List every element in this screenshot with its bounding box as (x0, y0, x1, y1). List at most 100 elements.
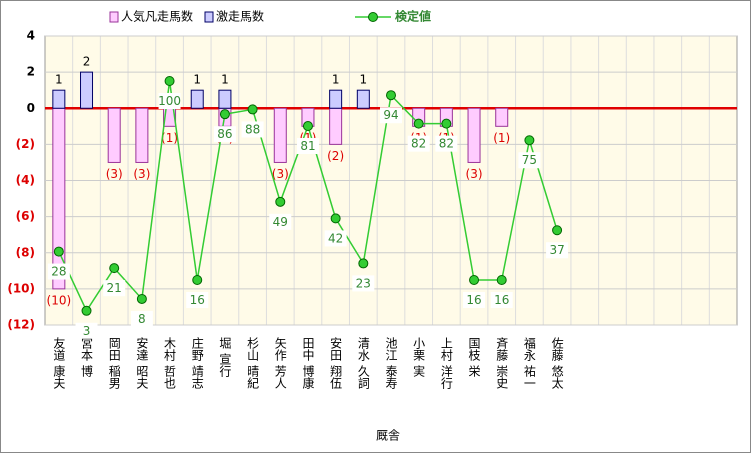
point-label: 94 (383, 108, 398, 122)
bar (467, 107, 481, 163)
line-point (247, 104, 258, 115)
bar-label: (3) (272, 167, 289, 181)
line-point (413, 118, 424, 129)
bar-label: 2 (83, 55, 91, 69)
point-label: 75 (522, 153, 537, 167)
point-label: 42 (328, 231, 343, 245)
line-point (552, 225, 563, 236)
point-label: 49 (273, 215, 288, 229)
bar (329, 89, 343, 109)
point-label: 37 (549, 243, 564, 257)
label-box (518, 152, 541, 169)
line-point (192, 274, 203, 285)
label-box (324, 230, 347, 247)
point-label: 16 (494, 293, 509, 307)
point-label: 3 (83, 324, 91, 338)
point-label: 86 (217, 127, 232, 141)
y-tick-label: (2) (16, 137, 35, 151)
x-tick-label: 上村 洋行 (439, 337, 453, 389)
line-point (330, 213, 341, 224)
bar-label: 1 (55, 73, 63, 87)
label-box (490, 291, 513, 308)
label-box (158, 93, 181, 110)
label-box (407, 135, 430, 152)
x-axis-title: 厩舎 (376, 429, 400, 443)
bar-label: (1) (493, 131, 510, 145)
point-label: 21 (107, 281, 122, 295)
point-label: 100 (158, 94, 181, 108)
label-box (296, 138, 319, 155)
label-box (463, 291, 486, 308)
bar (218, 89, 232, 109)
x-tick-label: 安達 昭夫 (135, 336, 149, 390)
label-box (435, 135, 458, 152)
bar (52, 89, 66, 109)
line-point (136, 293, 147, 304)
bar-label: 1 (193, 73, 201, 87)
x-tick-label: 小栗 実 (412, 337, 426, 378)
line-point (441, 118, 452, 129)
bar (80, 71, 94, 109)
bar-label: (10) (47, 293, 72, 307)
label-box (269, 213, 292, 230)
y-tick-label: (10) (7, 281, 35, 295)
line-point (386, 90, 396, 101)
x-tick-label: 矢作 芳人 (273, 337, 287, 389)
point-label: 28 (51, 265, 66, 279)
label-box (47, 263, 70, 280)
label-box (130, 310, 153, 327)
line-point (53, 246, 64, 257)
bar-label: (3) (133, 167, 150, 181)
line-point (358, 258, 369, 269)
line-point (496, 274, 507, 285)
bar-label: 1 (359, 73, 367, 87)
x-tick-label: 池江 泰寿 (384, 337, 398, 389)
line-point (302, 121, 313, 132)
line-point (81, 305, 92, 316)
bar (190, 89, 204, 109)
label-box (186, 291, 209, 308)
bar-label: (3) (466, 167, 483, 181)
point-label: 23 (356, 276, 371, 290)
point-label: 16 (190, 293, 205, 307)
x-tick-label: 安田 翔伍 (329, 336, 343, 389)
line-point (524, 135, 535, 146)
label-box (352, 275, 375, 292)
x-tick-label: 木村 哲也 (163, 337, 177, 389)
bar (107, 107, 121, 163)
bar (135, 107, 149, 163)
point-label: 82 (439, 137, 454, 151)
x-tick-label: 国枝 栄 (467, 337, 481, 377)
y-tick-label: (6) (16, 209, 35, 223)
bar-label: 1 (332, 73, 340, 87)
label-box (103, 280, 126, 297)
label-box (380, 107, 402, 124)
x-tick-label: 福永 祐一 (522, 336, 536, 389)
label-box (213, 126, 236, 143)
x-tick-label: 岡田 稲男 (107, 337, 121, 389)
x-tick-label: 堀 宣行 (218, 336, 232, 377)
y-tick-label: (12) (7, 318, 35, 332)
x-tick-label: 宮本 博 (80, 336, 94, 377)
line-point (275, 196, 286, 207)
legend-marker (368, 12, 378, 22)
bar-label: (1) (161, 131, 178, 145)
y-tick-label: 2 (27, 65, 35, 79)
legend-label: 激走馬数 (216, 9, 264, 24)
legend-label: 検定値 (395, 9, 431, 24)
x-tick-label: 友道 康夫 (52, 337, 66, 390)
y-tick-label: (4) (16, 173, 35, 187)
label-box (241, 121, 264, 138)
x-tick-label: 佐藤 悠太 (550, 337, 564, 389)
x-tick-label: 斉藤 崇史 (495, 336, 509, 389)
label-box (546, 242, 569, 259)
bar (329, 107, 343, 145)
x-tick-label: 清水 久詞 (356, 337, 370, 389)
x-tick-label: 杉山 晴紀 (246, 337, 260, 389)
bar (356, 89, 370, 109)
y-tick-label: (8) (16, 245, 35, 259)
legend-swatch (204, 11, 214, 23)
bar-label: (3) (106, 167, 123, 181)
line-point (164, 76, 175, 87)
